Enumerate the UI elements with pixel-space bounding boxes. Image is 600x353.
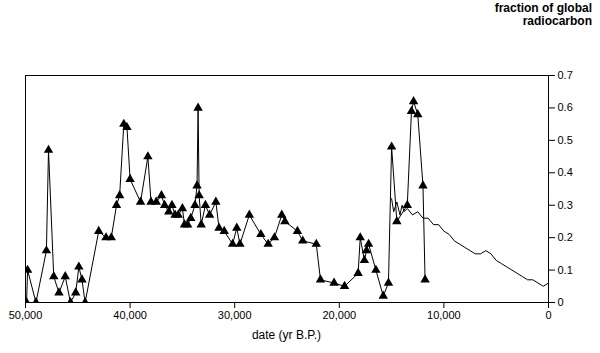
svg-text:50,000: 50,000 — [9, 309, 43, 321]
html-text:date (yr B.P.): date (yr B.P.) — [251, 328, 322, 342]
svg-text:0.5: 0.5 — [558, 134, 573, 146]
svg-text:0: 0 — [558, 296, 564, 308]
svg-text:0.1: 0.1 — [558, 264, 573, 276]
svg-text:0.6: 0.6 — [558, 101, 573, 113]
svg-text:20,000: 20,000 — [322, 309, 356, 321]
html-text:fraction of global radiocarbon: fraction of global radiocarbon — [494, 1, 592, 28]
svg-text:0.3: 0.3 — [558, 199, 573, 211]
svg-text:0.4: 0.4 — [558, 166, 573, 178]
svg-text:0.2: 0.2 — [558, 231, 573, 243]
svg-text:0: 0 — [545, 309, 551, 321]
svg-text:40,000: 40,000 — [113, 309, 147, 321]
svg-text:0.7: 0.7 — [558, 69, 573, 81]
svg-text:10,000: 10,000 — [427, 309, 461, 321]
svg-text:30,000: 30,000 — [218, 309, 252, 321]
